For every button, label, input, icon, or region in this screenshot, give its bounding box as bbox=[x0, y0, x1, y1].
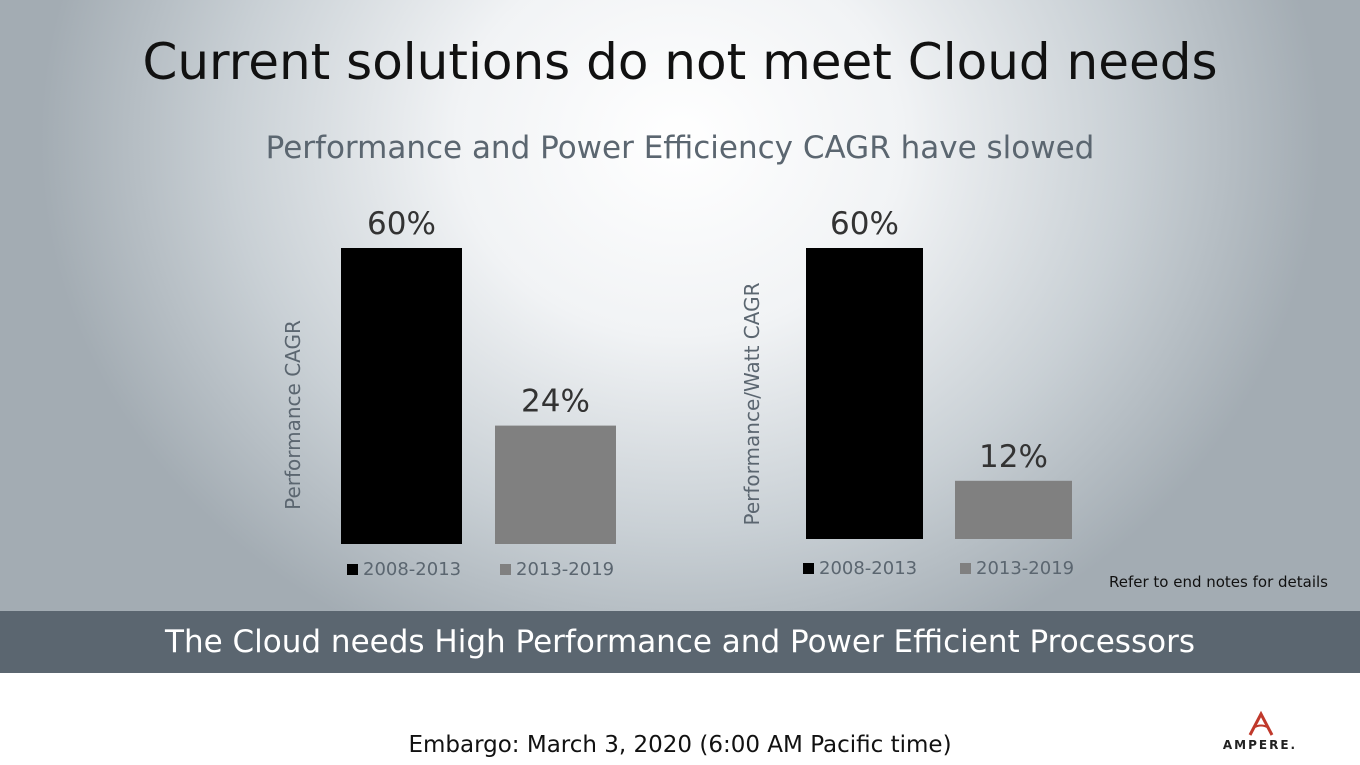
slide-background: Current solutions do not meet Cloud need… bbox=[0, 0, 1360, 611]
legend-label: 2008-2013 bbox=[363, 559, 461, 580]
bottom-banner: The Cloud needs High Performance and Pow… bbox=[0, 611, 1360, 673]
y-axis-label: Performance CAGR bbox=[281, 320, 305, 510]
bar bbox=[341, 248, 462, 544]
legend-swatch bbox=[960, 563, 971, 574]
ampere-logo: AMPERE. bbox=[1212, 708, 1308, 756]
legend-swatch bbox=[500, 564, 511, 575]
legend-swatch bbox=[803, 563, 814, 574]
legend-label: 2008-2013 bbox=[819, 558, 917, 579]
legend-label: 2013-2019 bbox=[516, 559, 614, 580]
bar bbox=[955, 480, 1072, 539]
banner-text: The Cloud needs High Performance and Pow… bbox=[165, 624, 1195, 660]
legend-label: 2013-2019 bbox=[976, 558, 1074, 579]
embargo-notice: Embargo: March 3, 2020 (6:00 AM Pacific … bbox=[408, 732, 952, 758]
end-notes-reference: Refer to end notes for details bbox=[1108, 573, 1328, 591]
bar bbox=[806, 248, 923, 539]
data-label: 12% bbox=[979, 439, 1048, 475]
y-axis-label: Performance/Watt CAGR bbox=[740, 282, 764, 525]
data-label: 24% bbox=[521, 384, 590, 420]
data-label: 60% bbox=[830, 206, 899, 242]
bar bbox=[495, 425, 616, 544]
bar-charts: Performance CAGR 60% 24% 2008-2013 2013-2019… bbox=[281, 206, 1074, 580]
legend-swatch bbox=[347, 564, 358, 575]
ampere-a-icon bbox=[1248, 710, 1274, 736]
slide-subtitle: Performance and Power Efficiency CAGR ha… bbox=[265, 130, 1095, 166]
data-label: 60% bbox=[367, 206, 436, 242]
slide-title: Current solutions do not meet Cloud need… bbox=[142, 33, 1218, 91]
logo-text: AMPERE. bbox=[1222, 738, 1298, 752]
